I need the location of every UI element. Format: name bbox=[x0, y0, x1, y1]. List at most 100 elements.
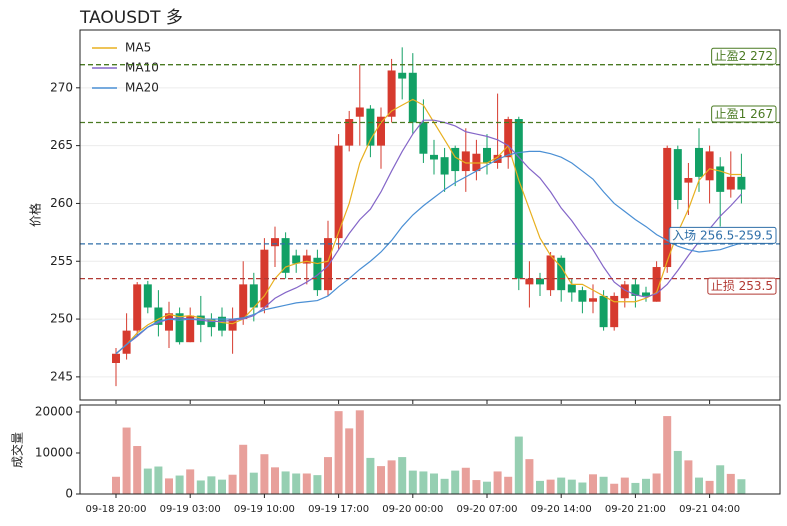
volume-bar bbox=[175, 475, 184, 494]
candle-body bbox=[557, 257, 566, 291]
x-tick-label: 09-20 07:00 bbox=[456, 504, 517, 515]
volume-bar bbox=[218, 479, 226, 494]
volume-bar bbox=[408, 470, 417, 494]
candle-body bbox=[461, 151, 470, 172]
candle-body bbox=[705, 151, 714, 181]
candle-body bbox=[143, 284, 152, 308]
candle-body bbox=[228, 319, 237, 331]
candle-body bbox=[663, 147, 672, 268]
volume-bar bbox=[610, 483, 619, 494]
candle-body bbox=[154, 307, 163, 325]
volume-bar bbox=[260, 454, 269, 494]
volume-bar bbox=[567, 479, 576, 494]
volume-bar bbox=[557, 477, 566, 494]
volume-bar bbox=[546, 479, 555, 494]
y-tick-label: 10000 bbox=[35, 445, 73, 459]
volume-bar bbox=[196, 480, 205, 494]
volume-bar bbox=[451, 470, 460, 494]
volume-bar bbox=[154, 466, 163, 494]
volume-bar bbox=[334, 411, 343, 494]
volume-bar bbox=[716, 465, 725, 494]
volume-bar bbox=[112, 476, 120, 494]
candle-body bbox=[175, 313, 184, 343]
volume-bar bbox=[281, 471, 290, 494]
candle-body bbox=[345, 119, 354, 146]
volume-bar bbox=[165, 478, 173, 494]
volume-bar bbox=[387, 460, 396, 494]
volume-bar bbox=[663, 416, 672, 494]
y-tick-label: 20000 bbox=[35, 404, 73, 418]
candle-body bbox=[133, 284, 142, 331]
volume-bar bbox=[228, 474, 237, 494]
volume-bar bbox=[377, 466, 385, 494]
candle-body bbox=[673, 149, 682, 200]
ma-line bbox=[115, 98, 742, 355]
candle-body bbox=[546, 255, 555, 291]
y-tick-label: 250 bbox=[50, 312, 73, 326]
reference-label-box bbox=[711, 47, 777, 65]
candle-body bbox=[578, 290, 587, 302]
candle-body bbox=[483, 147, 491, 163]
volume-bar bbox=[366, 457, 375, 494]
volume-bar bbox=[133, 446, 142, 494]
volume-bar bbox=[472, 480, 481, 494]
candle-body bbox=[334, 145, 343, 239]
x-tick-label: 09-20 21:00 bbox=[605, 504, 666, 515]
candle-body bbox=[504, 119, 513, 158]
volume-bar bbox=[599, 476, 608, 494]
volume-bar bbox=[493, 471, 502, 494]
ma-line bbox=[115, 150, 742, 355]
candle-body bbox=[536, 278, 544, 285]
candle-body bbox=[366, 108, 375, 146]
legend-label: MA10 bbox=[125, 61, 159, 75]
volume-bar bbox=[207, 476, 216, 494]
x-tick-label: 09-19 17:00 bbox=[308, 504, 369, 515]
candle-body bbox=[313, 257, 322, 291]
y-tick-label: 265 bbox=[50, 138, 73, 152]
candle-body bbox=[186, 315, 195, 343]
candle-body bbox=[737, 176, 746, 190]
reference-label-box bbox=[668, 226, 777, 244]
reference-label: 止盈1 267 bbox=[715, 107, 773, 121]
candle-body bbox=[281, 238, 290, 273]
candle-body bbox=[451, 147, 460, 172]
volume-bar bbox=[673, 450, 682, 494]
candle-body bbox=[440, 157, 449, 175]
candle-body bbox=[377, 116, 385, 146]
plot-frame bbox=[79, 404, 781, 495]
volume-bar bbox=[324, 457, 332, 494]
volume-bar bbox=[313, 475, 322, 494]
volume-bar bbox=[345, 428, 354, 494]
candle-body bbox=[355, 107, 364, 117]
candle-body bbox=[408, 72, 417, 123]
candle-body bbox=[610, 295, 619, 328]
ma-line bbox=[115, 119, 742, 355]
candle-body bbox=[620, 284, 629, 299]
x-tick-label: 09-19 10:00 bbox=[234, 504, 295, 515]
reference-label: 入场 256.5-259.5 bbox=[672, 228, 773, 242]
candle-body bbox=[430, 154, 438, 160]
legend-label: MA5 bbox=[125, 41, 151, 55]
volume-bar bbox=[589, 474, 597, 494]
candle-body bbox=[652, 267, 661, 302]
x-tick-label: 09-19 03:00 bbox=[160, 504, 221, 515]
volume-bar bbox=[143, 468, 152, 494]
volume-bar bbox=[652, 473, 661, 494]
volume-bar bbox=[525, 459, 534, 494]
x-tick-label: 09-20 00:00 bbox=[382, 504, 443, 515]
volume-bar bbox=[440, 478, 449, 494]
candle-body bbox=[514, 119, 523, 279]
volume-bar bbox=[695, 477, 703, 494]
candle-body bbox=[695, 147, 703, 177]
volume-bar bbox=[186, 469, 195, 494]
candle-body bbox=[642, 292, 650, 296]
y-tick-label: 255 bbox=[50, 254, 73, 268]
y-tick-label: 270 bbox=[50, 80, 73, 94]
volume-bar bbox=[504, 476, 513, 494]
reference-label-box bbox=[711, 105, 777, 123]
y-tick-label: 260 bbox=[50, 196, 73, 210]
volume-axis-label: 成交量 bbox=[10, 432, 25, 468]
candle-body bbox=[599, 295, 608, 328]
volume-bar bbox=[292, 473, 301, 494]
